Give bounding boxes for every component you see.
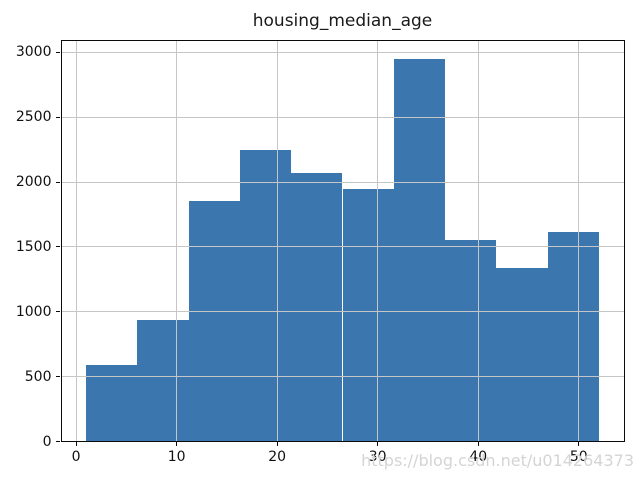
y-tick-mark [56,376,60,378]
x-tick-mark [176,441,178,446]
y-tick-label: 1500 [15,238,52,255]
histogram-bar [342,188,394,442]
vertical-gridline [377,39,379,442]
x-tick-mark [377,441,379,446]
x-tick-mark [276,441,278,446]
histogram-bar [188,201,240,442]
x-tick-label: 10 [167,448,186,465]
chart-title: housing_median_age [252,11,433,31]
y-tick-mark [56,116,60,118]
y-tick-mark [56,181,60,183]
vertical-gridline [477,39,479,442]
horizontal-gridline [60,376,625,378]
histogram-bar [239,150,292,442]
y-tick-label: 2500 [15,109,52,126]
y-tick-mark [56,441,60,442]
x-tick-label: 0 [71,448,81,465]
x-tick-label: 30 [368,448,387,465]
y-tick-mark [56,311,60,313]
horizontal-gridline [60,116,625,118]
vertical-gridline [276,39,278,442]
x-tick-label: 40 [469,448,488,465]
y-tick-label: 2000 [15,174,52,191]
y-tick-label: 0 [42,433,52,450]
histogram-bar [137,320,189,442]
x-tick-label: 50 [569,448,588,465]
vertical-gridline [176,39,178,442]
histogram-bar [393,58,446,442]
histogram-bar [445,239,497,442]
plot-area [60,39,625,442]
y-tick-label: 3000 [15,44,52,61]
horizontal-gridline [60,181,625,183]
vertical-gridline [578,39,580,442]
horizontal-gridline [60,311,625,313]
x-tick-mark [75,441,77,446]
vertical-gridline [75,39,77,442]
y-tick-label: 500 [24,368,52,385]
horizontal-gridline [60,51,625,53]
horizontal-gridline [60,246,625,248]
x-tick-label: 20 [268,448,287,465]
y-tick-label: 1000 [15,303,52,320]
histogram-bar [291,173,343,442]
histogram-bar [496,267,548,442]
histogram-bar [547,231,599,442]
x-tick-mark [477,441,479,446]
y-tick-mark [56,51,60,53]
x-tick-mark [578,441,580,446]
watermark: https://blog.csdn.net/u014264373 [361,451,634,470]
y-tick-mark [56,246,60,248]
histogram-bar [86,364,138,442]
